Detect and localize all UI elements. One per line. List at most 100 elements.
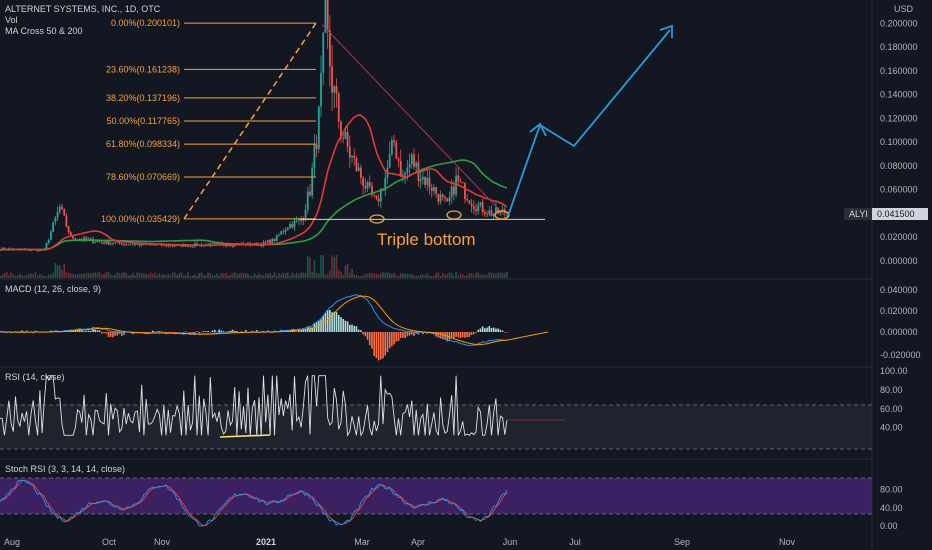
macd-histogram-bar <box>185 331 187 333</box>
volume-bar <box>344 265 347 278</box>
volume-bar <box>382 272 384 278</box>
candle-body <box>58 206 61 212</box>
stoch-pane <box>0 480 508 527</box>
volume-bar <box>300 272 302 278</box>
macd-histogram-bar <box>373 332 375 356</box>
volume-bar <box>506 272 508 278</box>
volume-bar <box>437 272 440 278</box>
macd-histogram-bar <box>435 332 437 337</box>
candle-body <box>337 93 340 122</box>
volume-bar <box>377 274 380 278</box>
volume-bar <box>67 272 70 278</box>
macd-histogram-bar <box>116 332 119 336</box>
candle-body <box>501 209 504 211</box>
volume-bar <box>72 273 74 278</box>
candle-body <box>351 155 353 158</box>
price-badge-value: 0.041500 <box>877 209 915 219</box>
volume-bar <box>395 275 398 278</box>
symbol-title: ALTERNET SYSTEMS, INC., 1D, OTC <box>5 4 161 14</box>
candle-body <box>123 244 125 245</box>
macd-histogram-bar <box>384 332 387 356</box>
macd-histogram-bar <box>176 332 178 333</box>
volume-bar <box>30 273 32 278</box>
candle-body <box>410 154 413 165</box>
candle-body <box>475 209 477 212</box>
macd-pane <box>0 294 549 361</box>
candle-body <box>54 217 57 223</box>
volume-bar <box>244 273 247 278</box>
candle-body <box>364 186 367 189</box>
volume-bar <box>364 273 367 278</box>
macd-histogram-bar <box>180 332 183 333</box>
candle-body <box>457 175 460 182</box>
volume-bar <box>178 273 181 278</box>
downtrend-line <box>321 24 506 217</box>
volume-bar <box>116 272 119 278</box>
macd-histogram-bar <box>351 324 353 332</box>
volume-bar <box>107 272 110 278</box>
macd-histogram-bar <box>399 332 402 338</box>
volume-bar <box>156 274 158 278</box>
candle-body <box>490 210 493 217</box>
candle-body <box>72 235 74 239</box>
candle-body <box>426 177 429 185</box>
macd-histogram-bar <box>393 332 395 345</box>
macd-histogram-bar <box>459 332 462 338</box>
macd-histogram-bar <box>335 312 338 332</box>
macd-histogram-bar <box>120 332 123 337</box>
volume-bar <box>249 275 251 278</box>
macd-histogram-bar <box>477 329 480 332</box>
candle-body <box>61 206 63 210</box>
volume-bar <box>147 274 150 278</box>
candle-body <box>406 167 409 173</box>
macd-histogram-bar <box>388 332 391 349</box>
volume-bar <box>353 274 356 278</box>
macd-histogram-bar <box>304 329 307 332</box>
macd-histogram-bar <box>318 320 320 332</box>
candle-body <box>120 243 123 245</box>
candle-body <box>362 177 364 187</box>
macd-histogram-bar <box>377 332 380 361</box>
candle-body <box>213 243 216 244</box>
candle-body <box>368 182 371 186</box>
volume-bar <box>233 272 236 278</box>
rsi-pane <box>0 374 565 437</box>
macd-histogram-bar <box>464 332 466 338</box>
macd-histogram-bar <box>417 332 420 335</box>
candle-body <box>499 210 502 214</box>
candlestick-series <box>1 0 508 253</box>
candle-body <box>446 198 449 202</box>
macd-histogram-bar <box>475 332 477 333</box>
volume-bar <box>335 254 338 278</box>
macd-title: MACD (12, 26, close, 9) <box>5 284 101 294</box>
macd-histogram-bar <box>472 332 475 335</box>
volume-bar <box>118 273 121 278</box>
volume-bar <box>399 273 402 278</box>
volume-bar <box>58 265 61 278</box>
volume-bar <box>315 272 318 278</box>
candle-body <box>430 187 433 192</box>
volume-bar <box>154 272 156 278</box>
macd-histogram-bar <box>311 327 313 332</box>
volume-bar <box>3 272 6 278</box>
macd-histogram-bar <box>227 331 229 332</box>
candle-body <box>413 154 415 167</box>
volume-bar <box>391 273 393 278</box>
macd-histogram-bar <box>397 332 400 341</box>
candle-body <box>313 144 316 169</box>
candle-body <box>402 174 404 176</box>
volume-bar <box>488 272 491 278</box>
volume-bar <box>355 275 358 278</box>
candle-body <box>85 237 88 240</box>
macd-histogram-bar <box>470 332 473 336</box>
volume-bar <box>194 274 196 278</box>
candle-body <box>468 200 471 204</box>
macd-axis-tick: 0.020000 <box>880 306 918 316</box>
macd-histogram-bar <box>342 318 344 332</box>
volume-bar <box>360 275 362 278</box>
volume-bar <box>211 275 214 278</box>
candle-body <box>397 158 400 162</box>
volume-bar <box>419 274 422 278</box>
